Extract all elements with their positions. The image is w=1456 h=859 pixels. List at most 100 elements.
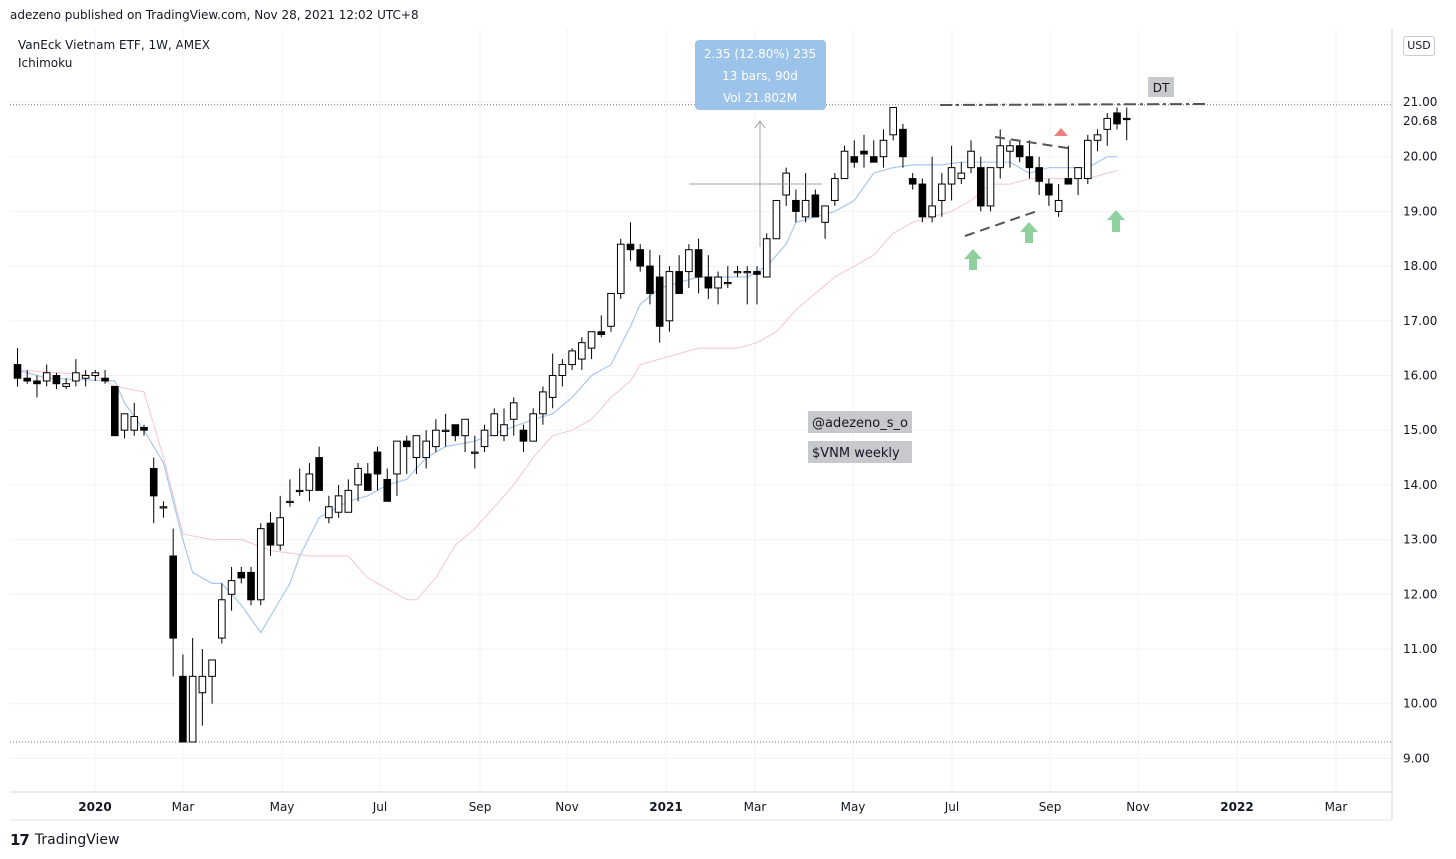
candle xyxy=(986,167,995,212)
candle xyxy=(500,408,508,442)
time-axis: 2020 Mar May Jul Sep Nov 2021 Mar May Jul Sep Nov 20… xyxy=(78,800,1347,814)
dt-label: DT xyxy=(1153,81,1170,95)
candle xyxy=(821,205,829,239)
candle xyxy=(665,266,674,332)
candle-body xyxy=(130,416,139,431)
measure-tool[interactable]: 2.35 (12.80%) 235 13 bars, 90d Vol 21.80… xyxy=(689,40,826,247)
candle xyxy=(1113,107,1121,130)
candle-body xyxy=(402,440,411,448)
candle xyxy=(159,501,168,518)
currency-button[interactable]: USD xyxy=(1403,36,1435,56)
candle-body xyxy=(597,331,606,335)
candle xyxy=(52,372,61,390)
candle-body xyxy=(840,150,849,180)
candle-body xyxy=(42,372,51,382)
candle xyxy=(733,266,742,278)
candle xyxy=(607,292,615,332)
price-axis: 21.00 20.00 19.00 18.00 17.00 16.00 15.00 14.00… xyxy=(1403,95,1437,765)
candle xyxy=(548,353,557,409)
candle xyxy=(772,199,781,240)
candle-body xyxy=(247,571,255,601)
measure-arrowhead xyxy=(754,120,766,129)
candle-body xyxy=(432,429,440,448)
candle xyxy=(840,145,849,180)
candle-body xyxy=(344,489,353,513)
y-tick-label: 19.00 xyxy=(1403,204,1437,218)
x-tick-label: 2021 xyxy=(649,800,682,814)
footer-brand[interactable]: TradingView xyxy=(34,832,120,848)
candle xyxy=(237,566,246,584)
candle xyxy=(402,435,411,474)
candle-body xyxy=(509,402,518,420)
candle xyxy=(305,463,314,502)
candle-body xyxy=(723,282,732,285)
candle xyxy=(383,468,392,502)
candle xyxy=(957,162,966,185)
candle-body xyxy=(451,424,460,437)
candle-body xyxy=(62,383,70,387)
candle xyxy=(42,364,51,387)
measure-line1: 2.35 (12.80%) 235 xyxy=(704,47,816,61)
indicator-legend[interactable]: Ichimoku xyxy=(18,56,73,70)
candle xyxy=(130,402,139,436)
candle-body xyxy=(899,128,907,158)
candle-body xyxy=(363,473,372,491)
candle-body xyxy=(1084,139,1092,180)
y-tick-label: 9.00 xyxy=(1403,751,1430,765)
candle xyxy=(655,255,664,343)
candle xyxy=(276,495,285,551)
candle-body xyxy=(1113,112,1121,125)
candle xyxy=(315,446,323,491)
candle xyxy=(1015,140,1024,163)
symbol-legend[interactable]: VanEck Vietnam ETF, 1W, AMEX xyxy=(18,38,210,52)
red-arrow-up-icon xyxy=(1054,128,1068,136)
candle-body xyxy=(655,276,664,327)
candle-body xyxy=(1122,117,1131,121)
x-tick-label: Mar xyxy=(1325,800,1348,814)
kijun-line xyxy=(17,169,1118,601)
candle-body xyxy=(33,380,41,385)
dotted-levels xyxy=(10,104,1392,743)
candle xyxy=(908,173,917,190)
candle xyxy=(889,106,898,141)
candle xyxy=(519,424,528,453)
candle xyxy=(480,424,489,453)
candle xyxy=(616,238,625,299)
candle xyxy=(101,370,109,384)
publisher-line: adezeno published on TradingView.com, No… xyxy=(10,8,419,22)
candle xyxy=(578,337,586,371)
candle-body xyxy=(548,375,557,398)
candle-body xyxy=(159,506,168,509)
tradingview-logo-icon[interactable]: 17 xyxy=(10,831,30,849)
resistance-dashed-line xyxy=(994,136,1075,150)
candle-body xyxy=(315,457,323,491)
candle-body xyxy=(480,429,489,448)
candle-body xyxy=(938,183,946,201)
candle xyxy=(354,463,362,502)
x-tick-label: Jul xyxy=(944,800,959,814)
candle xyxy=(568,348,576,371)
candle-body xyxy=(869,156,878,163)
candle-body xyxy=(1074,167,1082,180)
candle xyxy=(325,495,333,524)
candle-body xyxy=(111,385,119,437)
candle-body xyxy=(325,506,333,519)
candle-body xyxy=(831,178,839,201)
candle-body xyxy=(860,150,868,155)
candle-body xyxy=(714,276,722,289)
candle-body xyxy=(120,413,129,431)
candle xyxy=(344,479,353,513)
candle-body xyxy=(675,271,683,294)
candle-body xyxy=(928,205,936,218)
x-tick-label: Sep xyxy=(469,800,492,814)
candle xyxy=(286,479,294,507)
support-dashed-line xyxy=(964,209,1041,237)
candle-body xyxy=(529,413,537,442)
candle-body xyxy=(1025,156,1034,169)
candle-body xyxy=(13,364,22,379)
candle-body xyxy=(140,426,148,431)
candle-body xyxy=(996,145,1005,169)
candle xyxy=(188,638,197,743)
candle xyxy=(811,189,820,218)
